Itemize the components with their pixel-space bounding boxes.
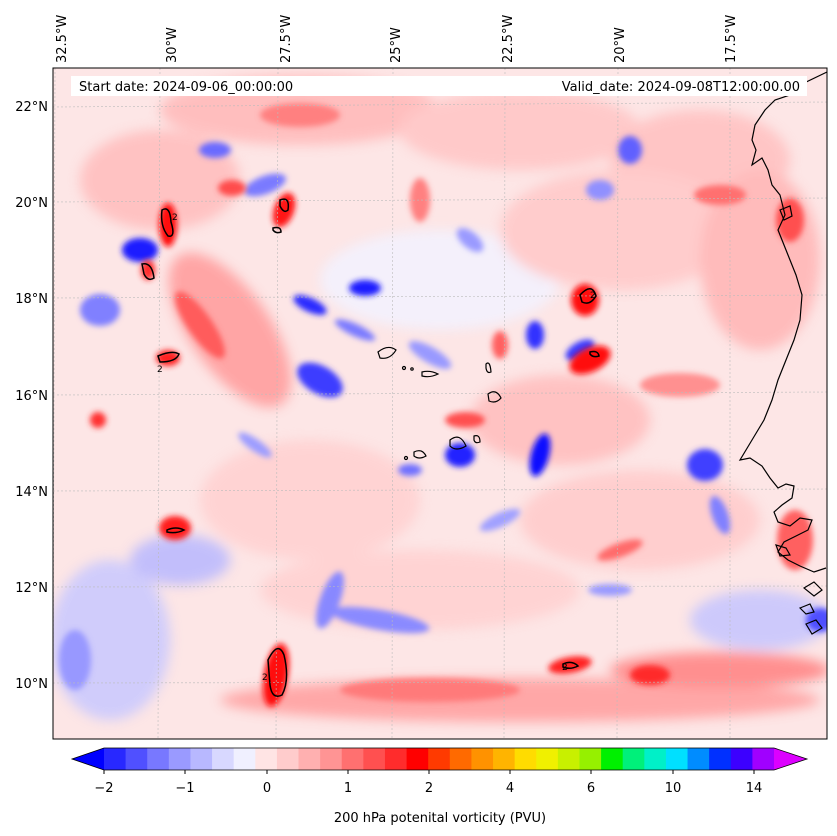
- colorbar-tick-label: 6: [587, 781, 595, 796]
- colorbar-swatch: [104, 748, 127, 770]
- colorbar-swatch: [709, 748, 732, 770]
- lon-label: 17.5°W: [724, 15, 739, 63]
- lon-label: 20°W: [613, 27, 628, 63]
- colorbar-swatch: [276, 748, 300, 770]
- lat-label: 20°N: [15, 196, 48, 211]
- lon-label: 22.5°W: [501, 15, 516, 63]
- lon-label: 25°W: [389, 27, 404, 63]
- lat-label: 10°N: [15, 677, 48, 692]
- colorbar-swatch: [147, 748, 170, 770]
- lat-label: 12°N: [15, 581, 48, 596]
- contour-labels: 2 2 2 2 2: [157, 213, 596, 683]
- colorbar-tick-label: 4: [506, 781, 514, 796]
- colorbar-extend-max: [774, 748, 807, 770]
- colorbar-swatch: [493, 748, 516, 770]
- colorbar-tick-label: −2: [94, 781, 113, 796]
- colorbar-swatch: [644, 748, 667, 770]
- map-frame: [52, 67, 828, 740]
- svg-text:2: 2: [157, 365, 163, 375]
- colorbar-swatch: [406, 748, 429, 770]
- svg-text:2: 2: [590, 291, 596, 301]
- colorbar-tick-label: −1: [175, 781, 194, 796]
- colorbar-swatch: [384, 748, 408, 770]
- colorbar-swatch: [255, 748, 278, 770]
- colorbar: [70, 747, 809, 774]
- colorbar-swatch: [514, 748, 537, 770]
- header-box: Start date: 2024-09-06_00:00:00 Valid_da…: [71, 76, 807, 96]
- lon-label: 32.5°W: [55, 15, 70, 63]
- colorbar-tick-label: 0: [263, 781, 271, 796]
- islands: [377, 346, 502, 461]
- colorbar-swatch: [168, 748, 191, 770]
- colorbar-swatch: [557, 748, 580, 770]
- colorbar-tick-label: 1: [344, 781, 352, 796]
- lat-label: 14°N: [15, 485, 48, 500]
- colorbar-swatch: [190, 748, 213, 770]
- pv-contours: [141, 198, 600, 697]
- colorbar-swatch: [687, 748, 710, 770]
- colorbar-swatch: [730, 748, 753, 770]
- lon-label: 27.5°W: [279, 15, 294, 63]
- svg-text:2: 2: [562, 663, 568, 673]
- lon-label: 30°W: [165, 27, 180, 63]
- svg-text:2: 2: [262, 673, 268, 683]
- colorbar-swatch: [665, 748, 689, 770]
- colorbar-swatch: [212, 748, 235, 770]
- lat-label: 22°N: [15, 100, 48, 115]
- colorbar-swatch: [320, 748, 343, 770]
- colorbar-label: 200 hPa potenital vorticity (PVU): [334, 811, 546, 826]
- colorbar-swatch: [536, 748, 559, 770]
- colorbar-tick-label: 10: [665, 781, 682, 796]
- colorbar-swatch: [579, 748, 602, 770]
- colorbar-tick-label: 14: [746, 781, 763, 796]
- gridlines: [53, 68, 827, 739]
- colorbar-extend-min: [72, 748, 104, 770]
- colorbar-tick-label: 2: [425, 781, 433, 796]
- colorbar-swatch: [449, 748, 472, 770]
- colorbar-swatch: [341, 748, 364, 770]
- colorbar-ticks: −2 −1 0 1 2 4 6 10 14: [94, 781, 762, 796]
- colorbar-swatch: [752, 748, 775, 770]
- svg-text:2: 2: [172, 213, 178, 223]
- lat-label: 16°N: [15, 389, 48, 404]
- coastline: [738, 71, 827, 635]
- start-date-text: Start date: 2024-09-06_00:00:00: [79, 80, 293, 95]
- colorbar-swatch: [428, 748, 451, 770]
- colorbar-swatch: [471, 748, 494, 770]
- latitude-labels: 22°N 20°N 18°N 16°N 14°N 12°N 10°N: [15, 100, 48, 692]
- map-area: 2 2 2 2 2: [53, 68, 827, 739]
- colorbar-swatch: [363, 748, 386, 770]
- valid-date-text: Valid_date: 2024-09-08T12:00:00.00: [562, 80, 800, 95]
- colorbar-swatch: [233, 748, 256, 770]
- colorbar-swatch: [601, 748, 624, 770]
- lat-label: 18°N: [15, 292, 48, 307]
- pv-field: [53, 75, 827, 722]
- colorbar-swatch: [622, 748, 645, 770]
- colorbar-swatch: [125, 748, 148, 770]
- longitude-labels: 32.5°W 30°W 27.5°W 25°W 22.5°W 20°W 17.5…: [55, 15, 739, 63]
- colorbar-swatch: [298, 748, 321, 770]
